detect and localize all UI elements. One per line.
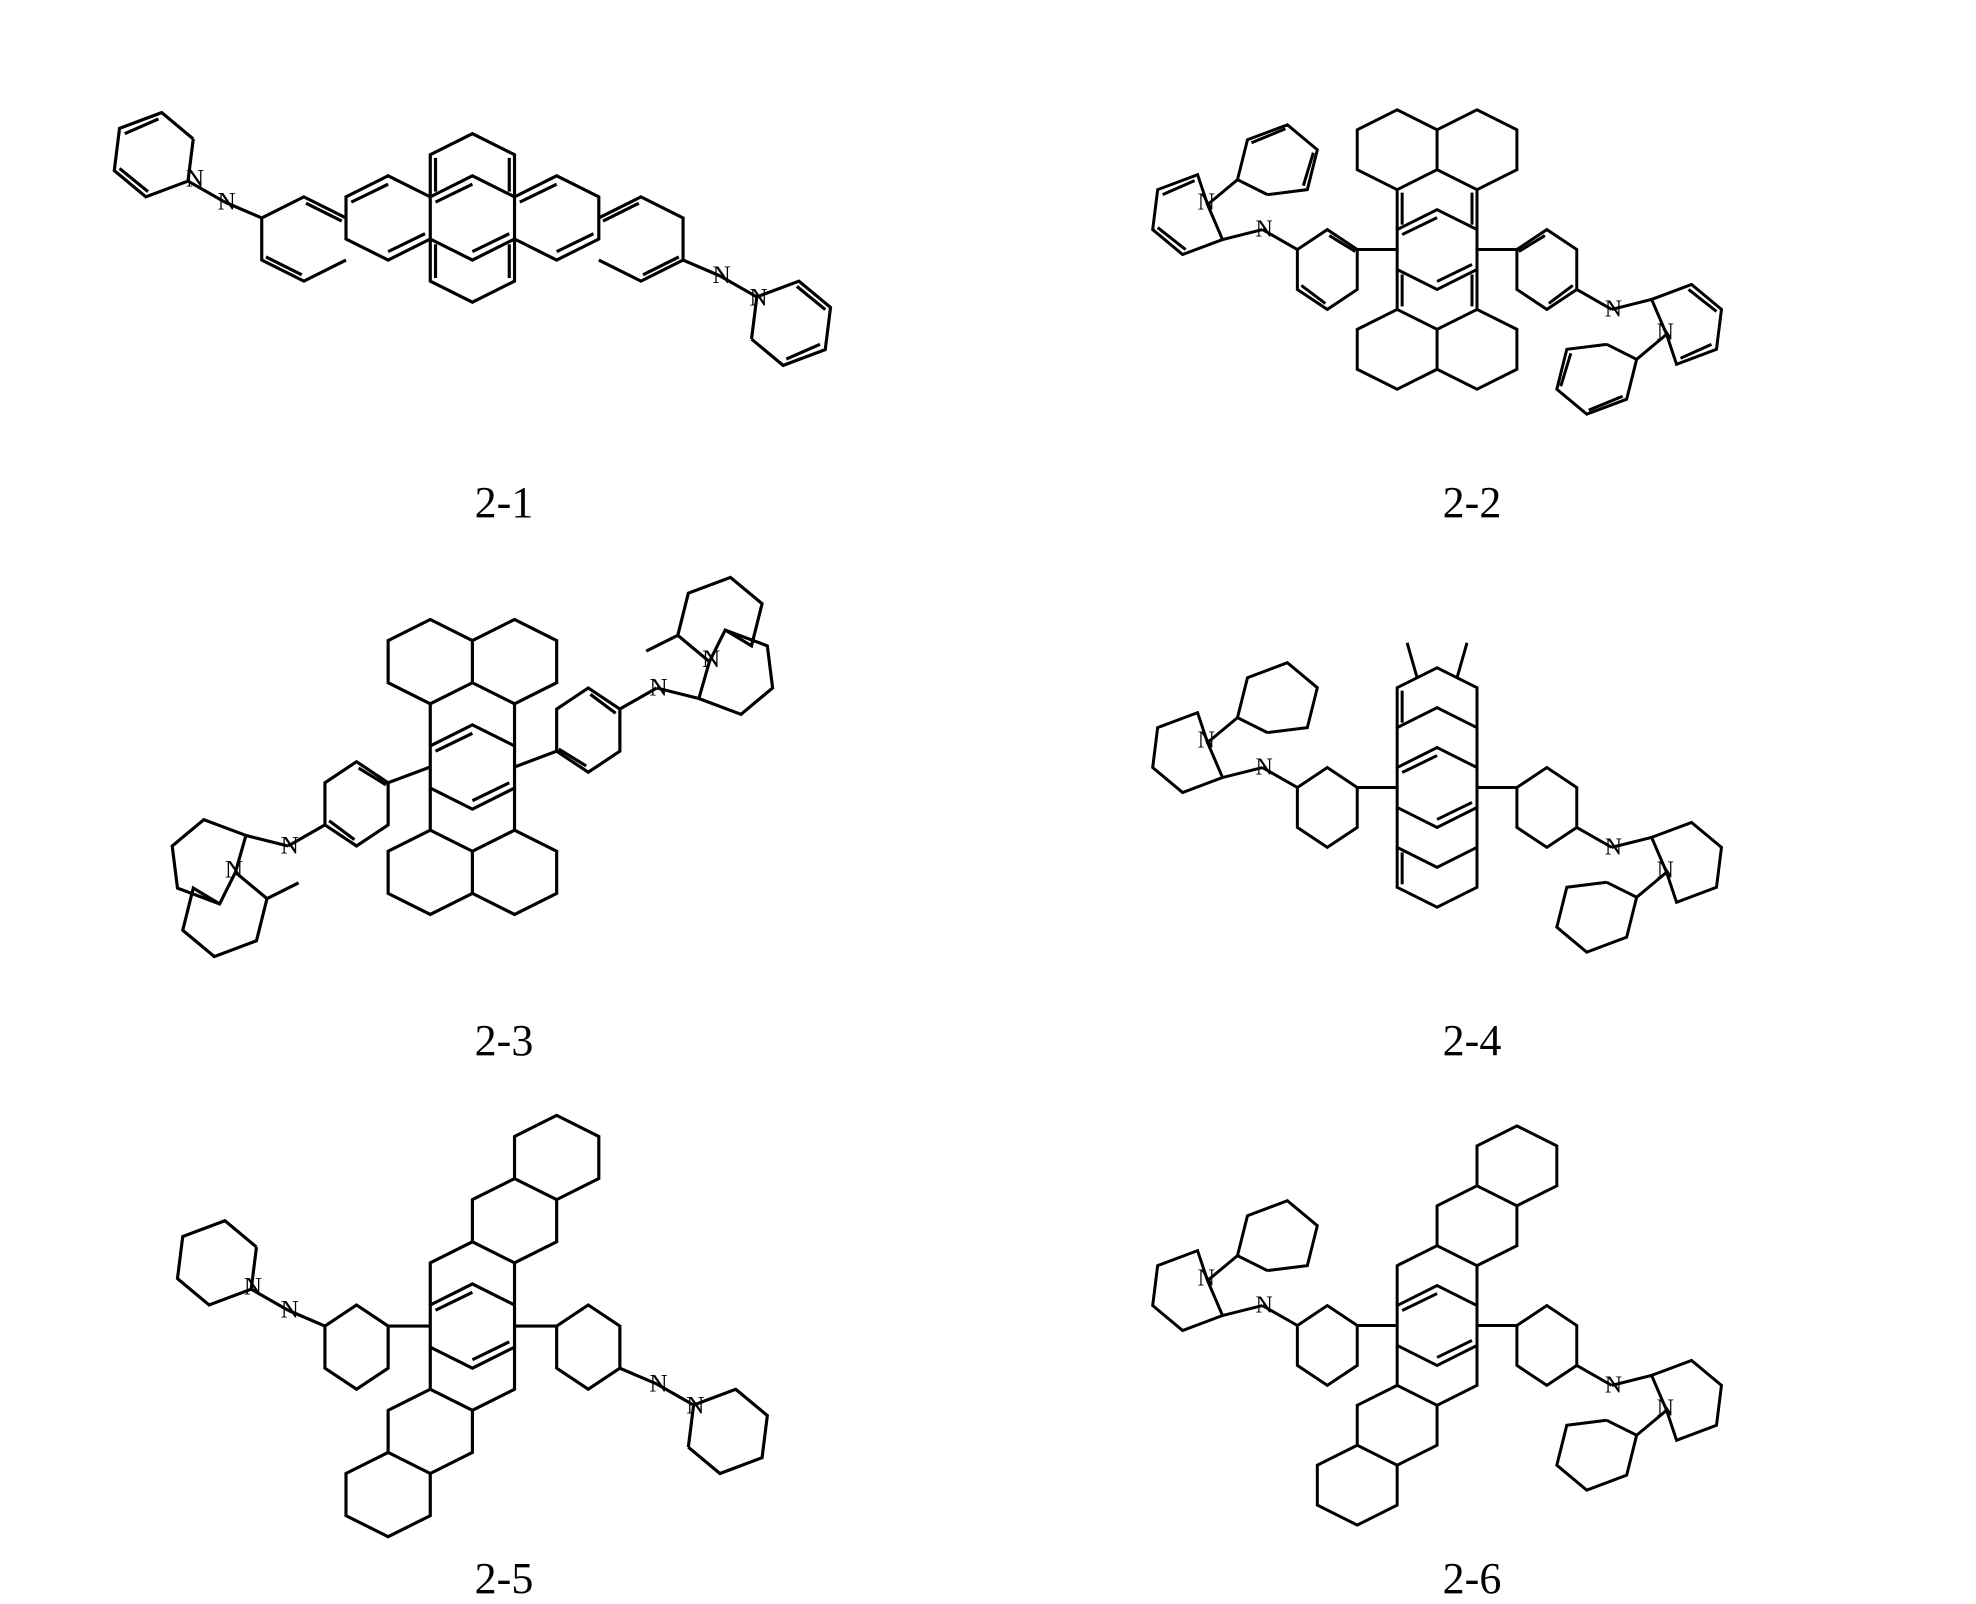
svg-text:N: N — [1605, 834, 1622, 860]
svg-text:N: N — [1657, 1395, 1674, 1421]
svg-text:N: N — [186, 164, 204, 192]
structure-cell-2-3: N N N N 2-3 — [30, 548, 978, 1066]
svg-text:N: N — [1198, 728, 1215, 754]
svg-text:N: N — [1198, 1266, 1215, 1292]
chemical-structure-2-1: N N N N — [30, 30, 978, 469]
chemical-structure-2-2: N N N N — [998, 30, 1946, 469]
svg-text:N: N — [713, 261, 731, 289]
structure-cell-2-5: N N N N 2-5 — [30, 1086, 978, 1604]
svg-text:N: N — [1605, 1372, 1622, 1398]
structure-cell-2-4: N N N N 2-4 — [998, 548, 1946, 1066]
structure-label-2-4: 2-4 — [1443, 1015, 1502, 1066]
svg-text:N: N — [1657, 319, 1674, 345]
svg-text:N: N — [649, 673, 667, 701]
structure-label-2-3: 2-3 — [475, 1015, 534, 1066]
svg-text:N: N — [244, 1273, 262, 1301]
svg-text:N: N — [1605, 296, 1622, 322]
structure-label-2-5: 2-5 — [475, 1553, 534, 1604]
structure-label-2-1: 2-1 — [475, 477, 534, 528]
svg-text:N: N — [649, 1369, 667, 1397]
svg-text:N: N — [702, 645, 720, 673]
svg-text:N: N — [1255, 755, 1272, 781]
svg-text:N: N — [217, 188, 235, 216]
svg-text:N: N — [1255, 217, 1272, 243]
svg-text:N: N — [1255, 1293, 1272, 1319]
structure-cell-2-1: N N N N 2-1 — [30, 30, 978, 528]
svg-text:N: N — [281, 831, 299, 859]
structure-label-2-6: 2-6 — [1443, 1553, 1502, 1604]
chemical-structure-2-3: N N N N — [30, 548, 978, 1007]
chemical-structure-2-4: N N N N — [998, 548, 1946, 1007]
structure-cell-2-6: N N N N 2-6 — [998, 1086, 1946, 1604]
structure-label-2-2: 2-2 — [1443, 477, 1502, 528]
svg-text:N: N — [281, 1296, 299, 1324]
svg-text:N: N — [1198, 190, 1215, 216]
structure-cell-2-2: N N N N 2-2 — [998, 30, 1946, 528]
svg-text:N: N — [749, 283, 767, 311]
svg-text:N: N — [1657, 857, 1674, 883]
svg-text:N: N — [686, 1392, 704, 1420]
chemical-structure-2-5: N N N N — [30, 1086, 978, 1545]
structure-grid: N N N N 2-1 — [0, 0, 1976, 1437]
chemical-structure-2-6: N N N N — [998, 1086, 1946, 1545]
svg-text:N: N — [225, 856, 243, 884]
